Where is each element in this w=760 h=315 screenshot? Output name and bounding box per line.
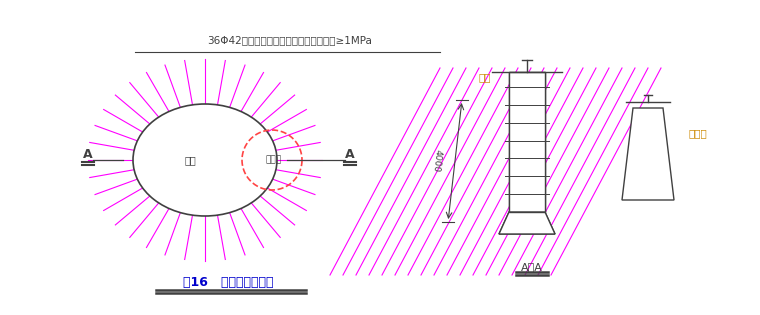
Text: 36Φ42注浆小导管，水泵注浆，注浆压力≥1MPa: 36Φ42注浆小导管，水泵注浆，注浆压力≥1MPa — [207, 35, 372, 45]
Text: A－A: A－A — [521, 262, 543, 272]
Text: 既有桩: 既有桩 — [266, 156, 282, 164]
Polygon shape — [499, 212, 555, 234]
Polygon shape — [622, 108, 674, 200]
Bar — [509, 72, 545, 212]
Text: A: A — [83, 147, 93, 161]
Text: 新桩: 新桩 — [479, 72, 491, 82]
Bar — [509, 72, 545, 212]
Bar — [509, 72, 545, 212]
Polygon shape — [499, 212, 555, 234]
Text: 4000: 4000 — [431, 149, 443, 173]
Ellipse shape — [133, 104, 277, 216]
Text: A: A — [345, 147, 355, 161]
Text: 新桩: 新桩 — [184, 155, 196, 165]
Text: 图16   桩底加固平面图: 图16 桩底加固平面图 — [182, 277, 274, 289]
Text: 既有桩: 既有桩 — [689, 128, 708, 138]
